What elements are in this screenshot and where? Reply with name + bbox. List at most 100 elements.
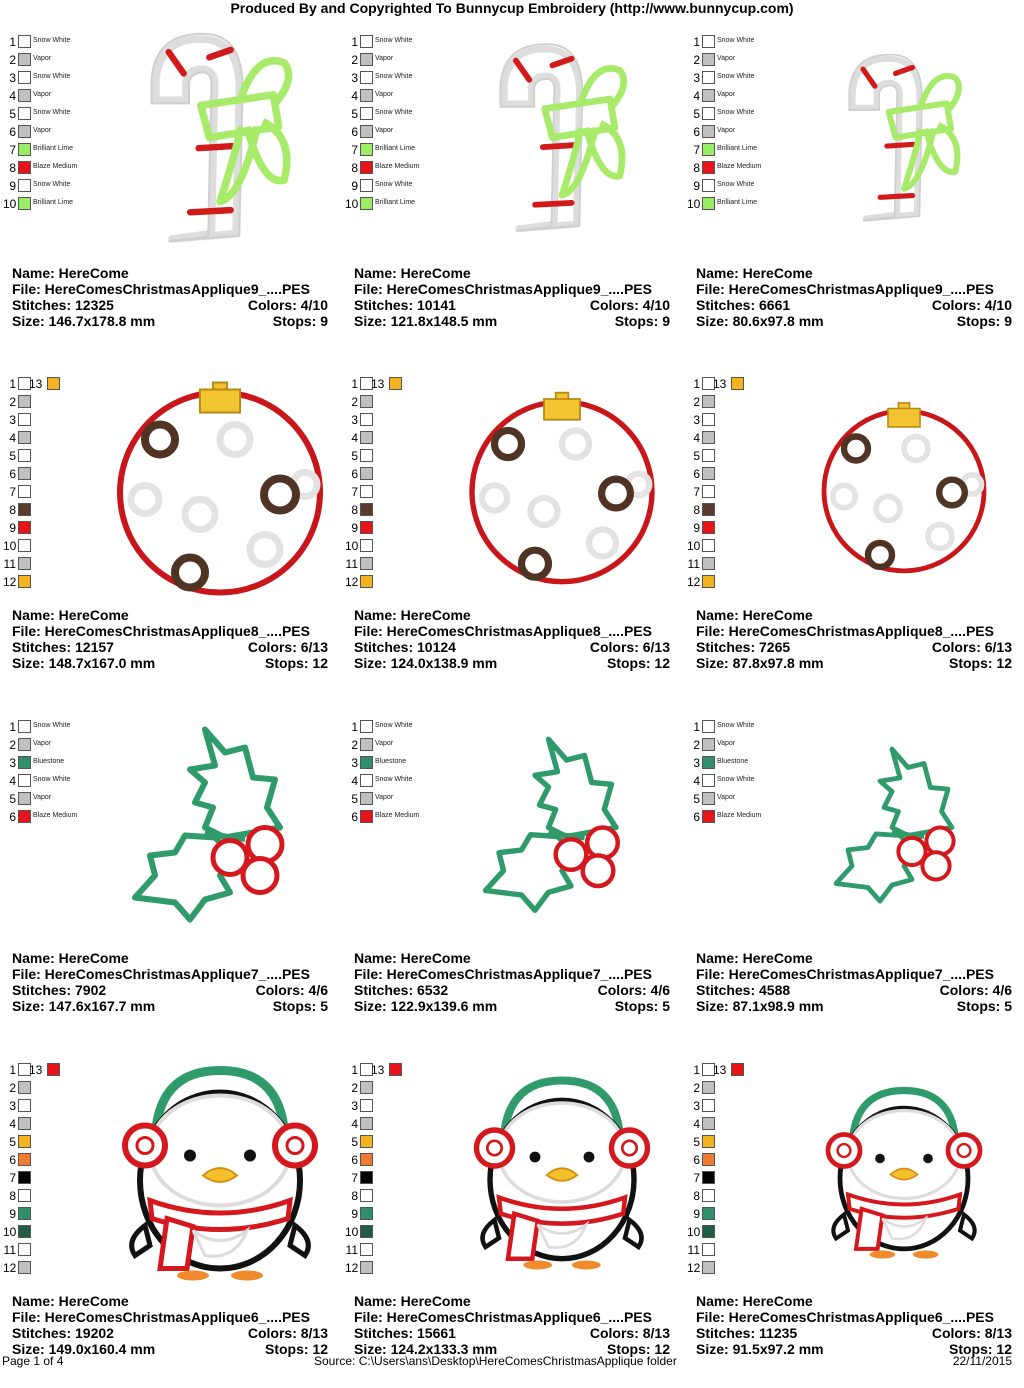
legend-entry: 9 Snow White (3, 178, 123, 196)
legend-entry: 10 Brilliant Lime (3, 196, 123, 214)
thread-name: Snow White (33, 181, 71, 188)
color-number: 12 (345, 575, 359, 589)
legend-entry: 11 (3, 1242, 123, 1260)
color-number: 2 (693, 395, 700, 409)
stop-count: Stops: 12 (264, 655, 328, 671)
color-number: 2 (351, 53, 358, 67)
color-count: Colors: 8/13 (589, 1325, 670, 1341)
thread-name: Snow White (375, 37, 413, 44)
color-number: 3 (9, 413, 16, 427)
legend-entry: 4 (345, 430, 465, 448)
legend-entry: 3 Snow White (3, 70, 123, 88)
color-number: 10 (345, 1225, 359, 1239)
color-number: 1 (693, 35, 700, 49)
legend-entry: 7 Brilliant Lime (687, 142, 807, 160)
legend-entry: 5 (3, 448, 123, 466)
design-name: Name: HereCome (354, 1293, 471, 1309)
design-card-ornament: 1 13 2 3 4 (0, 362, 340, 702)
color-swatch (702, 792, 715, 805)
color-swatch (702, 575, 715, 588)
design-file: File: HereComesChristmasApplique9_....PE… (354, 281, 652, 297)
stop-count: Stops: 5 (956, 998, 1012, 1014)
color-number: 6 (9, 467, 16, 481)
color-swatch (18, 503, 31, 516)
color-swatch (702, 1189, 715, 1202)
design-file: File: HereComesChristmasApplique7_....PE… (12, 966, 310, 982)
color-swatch (389, 377, 402, 390)
legend-entry: 3 (345, 1098, 465, 1116)
design-preview-penguin (105, 1048, 335, 1283)
color-swatch (360, 756, 373, 769)
design-preview-ornament (447, 362, 677, 597)
stop-count: Stops: 12 (606, 655, 670, 671)
stitch-count: Stitches: 19202 (12, 1325, 114, 1341)
color-swatch (18, 485, 31, 498)
color-number: 11 (345, 557, 358, 571)
legend-entry: 5 (345, 1134, 465, 1152)
design-name: Name: HereCome (696, 607, 813, 623)
color-number: 8 (351, 1189, 358, 1203)
thread-name: Snow White (717, 109, 755, 116)
color-swatch (18, 774, 31, 787)
legend-entry: 2 Vapor (3, 52, 123, 70)
color-number: 12 (687, 575, 701, 589)
thread-name: Bluestone (33, 758, 65, 765)
thread-name: Snow White (717, 722, 755, 729)
design-preview-candy-cane (447, 20, 677, 255)
color-swatch (360, 1243, 373, 1256)
color-number: 1 (351, 1063, 358, 1077)
color-swatch (702, 395, 715, 408)
design-card-holly: 1 Snow White 2 Vapor 3 Bluestone 4 (684, 705, 1024, 1045)
legend-entry: 5 Snow White (687, 106, 807, 124)
legend-entry: 10 Brilliant Lime (345, 196, 465, 214)
design-info: Name: HereCome File: HereComesChristmasA… (354, 607, 670, 671)
design-file: File: HereComesChristmasApplique8_....PE… (12, 623, 310, 639)
color-number: 6 (351, 467, 358, 481)
legend-entry: 4 (3, 430, 123, 448)
thread-name: Vapor (33, 127, 52, 134)
color-number: 10 (3, 197, 17, 211)
color-number: 10 (345, 197, 359, 211)
color-number: 7 (351, 485, 358, 499)
design-name: Name: HereCome (12, 265, 129, 281)
color-swatch (18, 467, 31, 480)
legend-entry: 11 (345, 1242, 465, 1260)
color-number: 3 (693, 756, 700, 770)
color-number: 2 (693, 1081, 700, 1095)
legend-entry: 3 Snow White (345, 70, 465, 88)
color-count: Colors: 4/10 (589, 297, 670, 313)
legend-entry: 3 (3, 412, 123, 430)
design-preview-holly (789, 705, 1019, 940)
design-name: Name: HereCome (354, 950, 471, 966)
color-count: Colors: 6/13 (931, 639, 1012, 655)
color-number: 4 (351, 774, 358, 788)
design-name: Name: HereCome (354, 607, 471, 623)
color-number: 10 (3, 539, 17, 553)
color-number: 1 (693, 1063, 700, 1077)
thread-name: Snow White (33, 37, 71, 44)
legend-entry: 7 (687, 1170, 807, 1188)
color-swatch (18, 1135, 31, 1148)
thread-name: Brilliant Lime (717, 145, 758, 152)
design-size: Size: 91.5x97.2 mm (696, 1341, 824, 1357)
legend-entry: 3 (345, 412, 465, 430)
legend-entry: 10 Brilliant Lime (687, 196, 807, 214)
source-path: Source: C:\Users\ans\Desktop\HereComesCh… (314, 1354, 677, 1368)
color-swatch (360, 449, 373, 462)
thread-name: Vapor (33, 740, 52, 747)
thread-name: Snow White (375, 776, 413, 783)
color-swatch (702, 125, 715, 138)
legend-entry: 7 (345, 1170, 465, 1188)
color-swatch (360, 1099, 373, 1112)
color-swatch (731, 1063, 744, 1076)
color-number: 9 (693, 521, 700, 535)
legend-entry: 2 (687, 1080, 807, 1098)
color-number: 1 (351, 377, 358, 391)
legend-entry: 11 (345, 556, 465, 574)
thread-name: Vapor (375, 55, 394, 62)
legend-entry: 6 Vapor (3, 124, 123, 142)
color-swatch (702, 756, 715, 769)
color-swatch (18, 1063, 31, 1076)
color-swatch (360, 89, 373, 102)
legend-entry: 5 Snow White (345, 106, 465, 124)
